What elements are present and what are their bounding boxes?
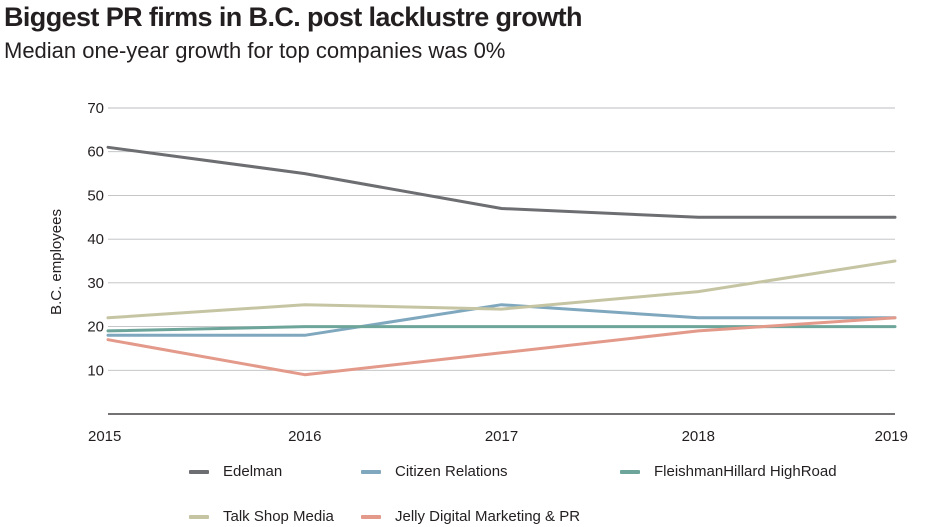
y-axis-ticks: 10 20 30 40 50 60 70 [87,100,104,379]
x-tick-label: 2019 [875,428,908,445]
gridlines [108,107,895,415]
y-tick-label: 10 [87,362,104,379]
x-tick-label: 2015 [88,428,121,445]
y-tick-label: 20 [87,319,104,336]
x-tick-label: 2016 [288,428,321,445]
series-line-0 [106,145,897,219]
series-line-4 [106,316,897,377]
y-tick-label: 50 [87,187,104,204]
y-tick-label: 60 [87,144,104,161]
x-tick-label: 2017 [485,428,518,445]
x-axis-ticks: 2015 2016 2017 2018 2019 [88,428,908,445]
y-tick-label: 70 [87,100,104,117]
series-line-3 [106,259,897,320]
series-line-1 [106,303,897,337]
chart-title: Biggest PR firms in B.C. post lacklustre… [4,2,582,32]
y-axis-label: B.C. employees [48,209,65,315]
y-tick-label: 40 [87,231,104,248]
series-line-2 [106,325,897,333]
series-lines [106,145,897,377]
chart-subtitle: Median one-year growth for top companies… [4,38,506,63]
x-tick-label: 2018 [682,428,715,445]
y-tick-label: 30 [87,275,104,292]
